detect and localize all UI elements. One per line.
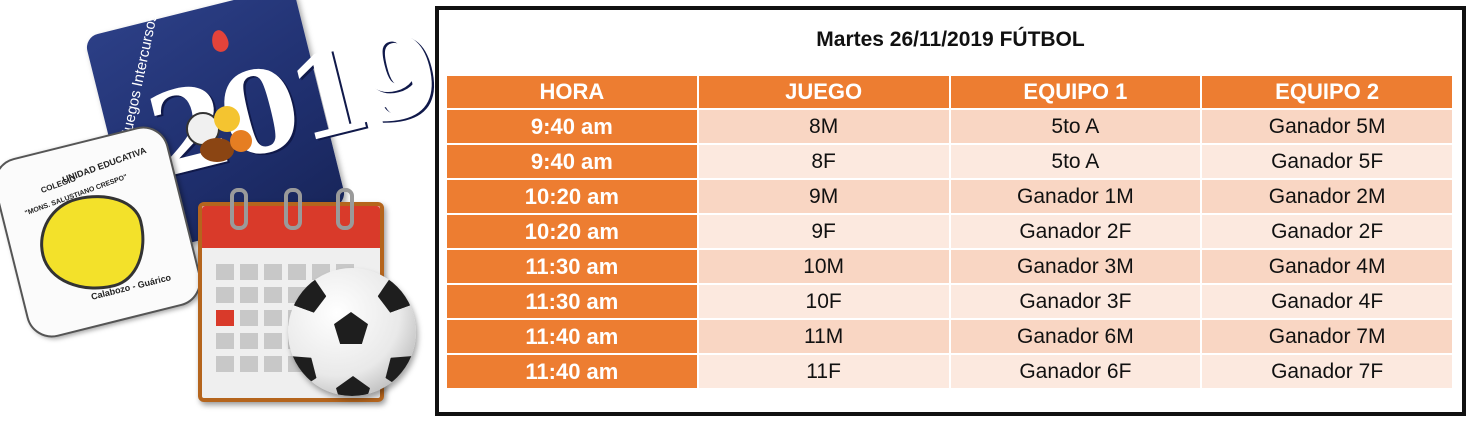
cell-equipo1: 5to A: [950, 145, 1201, 178]
calendar-ring: [336, 188, 354, 230]
cell-equipo2: Ganador 2M: [1202, 180, 1452, 213]
schedule-panel: Martes 26/11/2019 FÚTBOL HORA JUEGO EQUI…: [435, 6, 1466, 416]
cell-equipo2: Ganador 7F: [1202, 355, 1452, 388]
soccer-ball-icon: [288, 268, 416, 396]
cell-hora: 11:40 am: [447, 355, 697, 388]
schedule-table: HORA JUEGO EQUIPO 1 EQUIPO 2 9:40 am 8M …: [445, 74, 1454, 390]
cell-juego: 8F: [698, 145, 949, 178]
column-header-juego: JUEGO: [698, 76, 949, 108]
calendar-ring: [230, 188, 248, 230]
cell-equipo2: Ganador 7M: [1202, 320, 1452, 353]
cell-equipo1: Ganador 3F: [950, 285, 1201, 318]
cell-juego: 10M: [698, 250, 949, 283]
cell-juego: 11F: [698, 355, 949, 388]
cell-hora: 10:20 am: [447, 180, 697, 213]
table-header-row: HORA JUEGO EQUIPO 1 EQUIPO 2: [447, 76, 1452, 108]
cell-juego: 9M: [698, 180, 949, 213]
cell-equipo1: 5to A: [950, 110, 1201, 143]
cell-equipo1: Ganador 1M: [950, 180, 1201, 213]
cell-juego: 8M: [698, 110, 949, 143]
cell-equipo1: Ganador 3M: [950, 250, 1201, 283]
table-row: 10:20 am 9M Ganador 1M Ganador 2M: [447, 180, 1452, 213]
header-graphic-collage: Juegos Intercursos 2019 UNIDAD EDUCATIVA…: [0, 0, 447, 427]
cell-equipo2: Ganador 4F: [1202, 285, 1452, 318]
table-row: 11:30 am 10F Ganador 3F Ganador 4F: [447, 285, 1452, 318]
column-header-hora: HORA: [447, 76, 697, 108]
column-header-equipo2: EQUIPO 2: [1202, 76, 1452, 108]
table-row: 10:20 am 9F Ganador 2F Ganador 2F: [447, 215, 1452, 248]
table-row: 11:40 am 11M Ganador 6M Ganador 7M: [447, 320, 1452, 353]
cell-juego: 10F: [698, 285, 949, 318]
cell-juego: 9F: [698, 215, 949, 248]
cell-equipo2: Ganador 5F: [1202, 145, 1452, 178]
calendar-ring: [284, 188, 302, 230]
table-row: 11:40 am 11F Ganador 6F Ganador 7F: [447, 355, 1452, 388]
cell-equipo2: Ganador 5M: [1202, 110, 1452, 143]
cell-juego: 11M: [698, 320, 949, 353]
cell-equipo1: Ganador 6M: [950, 320, 1201, 353]
cell-equipo2: Ganador 4M: [1202, 250, 1452, 283]
cell-hora: 11:40 am: [447, 320, 697, 353]
cell-hora: 9:40 am: [447, 110, 697, 143]
cell-equipo1: Ganador 2F: [950, 215, 1201, 248]
cell-hora: 10:20 am: [447, 215, 697, 248]
cell-hora: 9:40 am: [447, 145, 697, 178]
table-row: 11:30 am 10M Ganador 3M Ganador 4M: [447, 250, 1452, 283]
schedule-title: Martes 26/11/2019 FÚTBOL: [816, 28, 1085, 51]
table-row: 9:40 am 8M 5to A Ganador 5M: [447, 110, 1452, 143]
cell-equipo1: Ganador 6F: [950, 355, 1201, 388]
cell-hora: 11:30 am: [447, 250, 697, 283]
cell-equipo2: Ganador 2F: [1202, 215, 1452, 248]
table-row: 9:40 am 8F 5to A Ganador 5F: [447, 145, 1452, 178]
column-header-equipo1: EQUIPO 1: [950, 76, 1201, 108]
cell-hora: 11:30 am: [447, 285, 697, 318]
